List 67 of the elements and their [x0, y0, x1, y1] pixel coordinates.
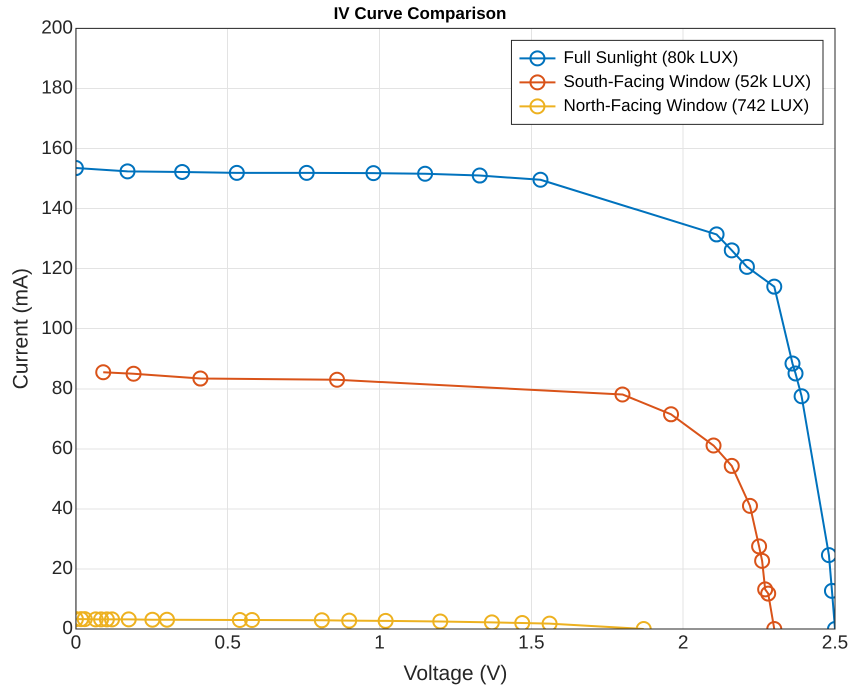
point [126, 366, 142, 382]
point [120, 611, 137, 628]
point [232, 612, 248, 628]
point [76, 611, 93, 628]
x-tick-label: 0.5 [214, 632, 241, 654]
point [314, 612, 330, 628]
point [766, 278, 782, 295]
y-tick-label: 120 [41, 258, 73, 279]
legend-label: South-Facing Window (52k LUX) [563, 72, 811, 92]
chart-title: IV Curve Comparison [334, 4, 506, 23]
point [706, 438, 722, 454]
point [754, 552, 770, 569]
y-tick-label: 20 [52, 558, 73, 580]
point [614, 386, 630, 402]
point [724, 458, 740, 474]
point [174, 164, 190, 180]
point [120, 163, 136, 180]
x-tick-label: 1 [374, 632, 385, 654]
point [329, 372, 346, 388]
point [378, 612, 394, 629]
x-axis-title: Voltage (V) [403, 662, 508, 686]
x-tick-label: 1.5 [518, 632, 545, 654]
point [144, 612, 160, 628]
legend-label: Full Sunlight (80k LUX) [563, 48, 738, 68]
point [244, 612, 260, 628]
point [760, 586, 776, 602]
y-tick-label: 60 [52, 438, 73, 460]
point [93, 611, 110, 628]
point [757, 581, 774, 598]
legend-label: North-Facing Window (742 LUX) [563, 96, 810, 116]
point [663, 406, 680, 422]
point [88, 611, 104, 628]
point [751, 538, 768, 554]
point [98, 611, 115, 628]
y-tick-label: 0 [62, 618, 73, 640]
point [192, 370, 208, 387]
y-axis-title: Current (mA) [9, 268, 32, 390]
y-tick-label: 40 [52, 498, 73, 520]
point [788, 365, 804, 382]
y-tick-label: 180 [41, 78, 73, 99]
point [784, 356, 800, 372]
point [484, 614, 500, 629]
point [95, 364, 112, 380]
point [472, 168, 488, 184]
point [794, 388, 810, 404]
point [708, 226, 725, 242]
point [104, 611, 120, 628]
point [432, 613, 448, 629]
point [738, 258, 755, 275]
y-tick-label: 80 [52, 378, 73, 399]
point [228, 164, 245, 181]
point [298, 164, 315, 181]
point [417, 166, 434, 182]
point [542, 616, 558, 629]
point [514, 614, 530, 629]
x-tick-label: 2.5 [822, 632, 848, 654]
y-tick-label: 140 [41, 198, 73, 219]
point [532, 172, 548, 188]
point [365, 165, 382, 182]
point [158, 612, 175, 628]
y-tick-label: 200 [41, 18, 73, 39]
point [742, 498, 758, 514]
x-tick-label: 2 [678, 632, 688, 654]
point [724, 242, 740, 258]
point [341, 612, 358, 629]
y-tick-label: 160 [41, 138, 73, 159]
y-tick-label: 100 [41, 318, 73, 339]
